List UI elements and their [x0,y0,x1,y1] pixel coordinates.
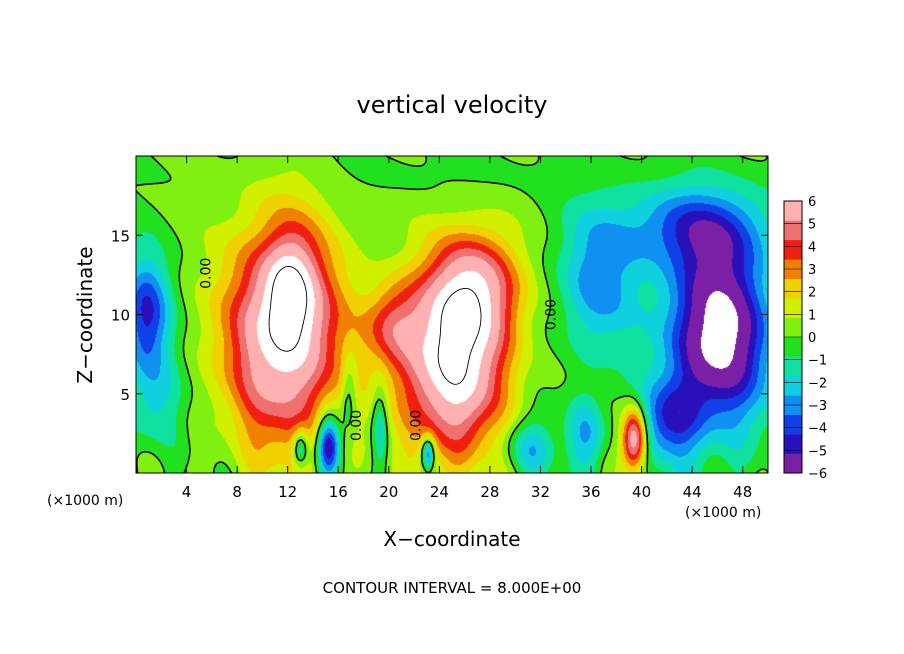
colorbar-tick-label: −4 [808,422,827,437]
heatmap-field [136,156,768,473]
x-tick-label: 36 [581,483,600,501]
x-tick-label: 16 [329,483,348,501]
colorbar-swatch [784,414,802,435]
colorbar-swatch [784,220,802,241]
contour-label: 0.00 [408,410,424,441]
x-tick-label: 4 [182,483,192,501]
colorbar-swatch [784,434,802,454]
x-tick-label: 8 [232,483,242,501]
x-tick-label: 44 [683,483,702,501]
contour-label: 0.00 [349,410,365,441]
contour-labels: 0.00 0.00 0.00 0.00 [199,258,560,441]
y-tick-label: 10 [111,307,130,325]
colorbar-tick-label: 2 [808,286,816,301]
colorbar-tick-label: −3 [808,399,827,414]
colorbar-tick-label: 5 [808,218,816,233]
contour-positive [268,265,482,385]
x-tick-label: 28 [480,483,499,501]
y-axis-ticks: 5 10 15 [111,227,768,404]
y-axis-label: Z−coordinate [73,246,97,383]
x-tick-label: 32 [531,483,550,501]
x-axis-label: X−coordinate [383,527,520,551]
colorbar-tick-label: 1 [808,308,816,323]
y-tick-label: 5 [120,386,130,404]
colorbar-swatch [784,337,802,357]
x-tick-label: 20 [379,483,398,501]
colorbar-swatch [784,298,802,318]
colorbar-swatch [784,317,802,338]
colorbar-tick-label: 3 [808,263,816,278]
colorbar-tick-label: 0 [808,331,816,346]
contour-zero [135,155,769,474]
chart-title: vertical velocity [357,91,548,119]
colorbar-tick-label: −2 [808,376,827,391]
plot-area: 0.00 0.00 0.00 0.00 [135,155,769,474]
x-unit-right: (×1000 m) [685,505,761,521]
colorbar-tick-label: 4 [808,240,816,255]
colorbar: 6 5 4 3 2 1 0 −1 −2 −3 −4 −5 −6 [783,195,827,482]
x-tick-label: 12 [278,483,297,501]
x-tick-label: 24 [430,483,449,501]
colorbar-swatch [784,278,802,299]
colorbar-swatch [784,356,802,377]
colorbar-tick-label: −6 [808,467,827,482]
colorbar-tick-label: 6 [808,195,816,210]
colorbar-tick-label: −5 [808,444,827,459]
y-tick-label: 15 [111,227,130,245]
contour-label: 0.00 [199,258,215,289]
colorbar-swatch [784,453,802,474]
x-tick-label: 40 [632,483,651,501]
colorbar-swatch [784,239,802,260]
x-axis-ticks: 4 8 12 16 20 24 28 32 36 40 44 48 [182,156,752,501]
contour-lines [135,155,769,474]
colorbar-swatch [784,201,802,221]
contour-interval-note: CONTOUR INTERVAL = 8.000E+00 [323,579,582,597]
x-unit-left: (×1000 m) [47,493,123,509]
contour-label: 0.00 [544,299,560,330]
x-tick-label: 48 [733,483,752,501]
colorbar-swatch [784,375,802,396]
colorbar-tick-label: −1 [808,354,827,369]
